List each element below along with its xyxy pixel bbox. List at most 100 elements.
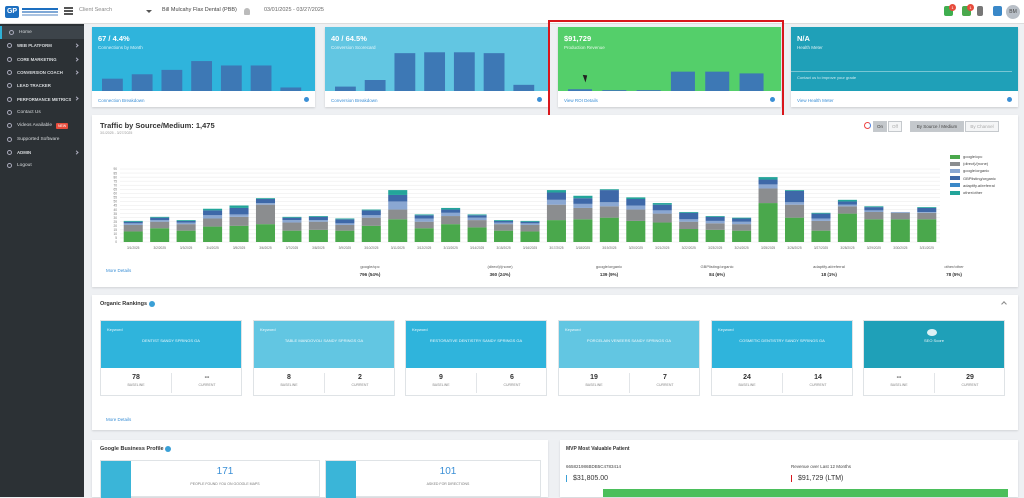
sidebar-item-contact-us[interactable]: Contact Us <box>0 106 84 119</box>
toggle-off-button[interactable]: Off <box>888 121 902 132</box>
info-icon[interactable] <box>1007 97 1012 102</box>
y-tick-label: 5 <box>115 236 117 240</box>
keyword-card[interactable]: Keyword TABLE MANDOVOLI SANDY SPRINGS GA 8… <box>253 320 395 396</box>
traffic-stat: google/organic 139 (9%) <box>559 264 659 277</box>
sidebar-item-icon <box>7 56 12 62</box>
legend-item[interactable]: other/other <box>950 189 996 196</box>
card-link[interactable]: View Health Meter <box>797 98 834 103</box>
chat-icon[interactable] <box>993 6 1002 16</box>
organic-more-details-link[interactable]: More Details <box>106 417 132 422</box>
sidebar-item-label: Supported Software <box>17 136 60 142</box>
chevron-right-icon <box>74 43 79 48</box>
legend-swatch <box>950 154 960 159</box>
bar-other-other <box>784 190 805 191</box>
bar-gbplisting-organic <box>837 201 857 205</box>
bar-google-cpc <box>679 229 699 242</box>
keyword-card[interactable]: Keyword DENTIST SANDY SPRINGS GA 78 BASELIN… <box>100 320 242 396</box>
legend-label: google/cpc <box>963 154 983 160</box>
sidebar-item-core-marketing[interactable]: CORE MARKETING <box>0 53 84 66</box>
bar-direct-none <box>679 221 699 230</box>
sidebar-item-logout[interactable]: Logout <box>0 159 84 172</box>
client-search-input[interactable]: Client Search <box>79 7 113 13</box>
x-tick-label: 3/6/2025 <box>259 246 272 250</box>
legend-item[interactable]: (direct)/(none) <box>950 160 996 167</box>
sidebar-item-web-platform[interactable]: WEB PLATFORM <box>0 39 84 52</box>
bar-google-organic <box>626 205 646 210</box>
menu-toggle-icon[interactable] <box>64 7 73 9</box>
bar-direct-none <box>837 206 857 214</box>
bar-direct-none <box>150 221 170 229</box>
summary-card-conversion-scorecard: 40 / 64.5% Conversion Scorecard Conversion… <box>325 27 548 107</box>
legend-item[interactable]: google/cpc <box>950 153 996 160</box>
by-source-medium-button[interactable]: By Source / Medium <box>910 121 964 132</box>
bar-other-other <box>150 216 170 218</box>
summary-card-connections-by-month: 67 / 4.4% Connections by Month Connection … <box>92 27 315 107</box>
message-icon[interactable] <box>962 6 971 16</box>
info-icon[interactable] <box>165 446 171 452</box>
client-name[interactable]: Bill Mulcahy Flax Dental (PBB) <box>162 7 237 13</box>
y-tick-label: 20 <box>113 224 117 228</box>
avatar[interactable]: BM <box>1006 5 1020 19</box>
bar-google-organic <box>890 211 910 213</box>
traffic-stat-label: (direct)/(none) <box>487 264 513 269</box>
seo-score-card[interactable]: SEO Score -- BASELINE 29 CURRENT <box>863 320 1005 396</box>
info-icon[interactable] <box>304 97 309 102</box>
collapse-icon[interactable] <box>1001 301 1007 307</box>
info-icon[interactable] <box>537 97 542 102</box>
sidebar-item-label: Logout <box>17 163 32 169</box>
traffic-stat: GBPlisting/organic 84 (6%) <box>667 264 767 277</box>
summary-card-production-revenue: $91,729 Production Revenue View ROI Detail… <box>558 27 781 107</box>
legend-item[interactable]: adaptify.ai/referral <box>950 182 996 189</box>
card-subtitle: Connections by Month <box>98 45 143 50</box>
keyword-name: COSMETIC DENTISTRY SANDY SPRINGS GA <box>739 338 825 343</box>
sidebar-item-home[interactable]: Home <box>0 26 84 40</box>
sidebar-item-lead-tracker[interactable]: LEAD TRACKER <box>0 79 84 92</box>
card-header: $91,729 Production Revenue <box>558 27 781 91</box>
baseline-block: 24 BASELINE <box>712 374 782 387</box>
keyword-card[interactable]: Keyword RESTORATIVE DENTISTRY SANDY SPRIN… <box>405 320 547 396</box>
bar-other-other <box>467 214 487 216</box>
card-link[interactable]: Connection Breakdown <box>98 98 145 103</box>
chevron-down-icon[interactable] <box>146 10 152 13</box>
toggle-on-button[interactable]: On <box>873 121 887 132</box>
x-tick-label: 3/4/2025 <box>206 246 219 250</box>
x-tick-label: 3/16/2025 <box>523 246 537 250</box>
card-link[interactable]: Conversion Breakdown <box>331 98 378 103</box>
message-badge: 1 <box>967 4 974 11</box>
card-value: 40 / 64.5% <box>331 34 367 43</box>
sidebar-item-admin[interactable]: ADMIN <box>0 146 84 159</box>
sidebar-item-supported-software[interactable]: Supported Software <box>0 132 84 145</box>
bar-other-other <box>335 218 355 220</box>
bar-direct-none <box>361 217 381 226</box>
legend-item[interactable]: GBPlisting/organic <box>950 175 996 182</box>
bar-direct-none <box>467 220 487 228</box>
company-logo[interactable]: GP <box>5 5 59 19</box>
card-link[interactable]: View ROI Details <box>564 98 598 103</box>
sidebar-item-conversion-coach[interactable]: CONVERSION COACH <box>0 66 84 79</box>
sidebar-item-performance-metrics[interactable]: PERFORMANCE METRICS <box>0 92 84 105</box>
x-tick-label: 3/13/2025 <box>444 246 458 250</box>
card-bar <box>335 86 356 91</box>
date-range-picker[interactable]: 03/01/2025 - 03/27/2025 <box>264 7 324 13</box>
bar-direct-none <box>388 209 408 220</box>
bar-gbplisting-organic <box>229 207 249 215</box>
keyword-card[interactable]: Keyword COSMETIC DENTISTRY SANDY SPRINGS … <box>711 320 853 396</box>
sidebar-item-videos-available[interactable]: Videos Available NEW <box>0 119 84 132</box>
notification-icon[interactable] <box>944 6 953 16</box>
google-icon <box>864 122 871 129</box>
keyword-card[interactable]: Keyword PORCELAIN VENEERS SANDY SPRINGS G… <box>558 320 700 396</box>
bar-google-organic <box>546 199 566 205</box>
bar-google-organic <box>494 222 514 225</box>
bar-direct-none <box>599 206 619 218</box>
bar-direct-none <box>255 204 276 225</box>
bar-gbplisting-organic <box>546 192 566 200</box>
legend-item[interactable]: google/organic <box>950 167 996 174</box>
info-icon[interactable] <box>770 97 775 102</box>
by-channel-button[interactable]: By Channel <box>965 121 999 132</box>
traffic-stat-value: 18 (1%) <box>821 272 837 277</box>
info-icon[interactable] <box>149 301 155 307</box>
document-icon[interactable] <box>977 6 983 16</box>
traffic-more-details-link[interactable]: More Details <box>106 268 132 273</box>
mvp-value: $31,805.00 <box>566 475 608 482</box>
mvp-revenue-value: $91,729 (LTM) <box>791 475 843 482</box>
